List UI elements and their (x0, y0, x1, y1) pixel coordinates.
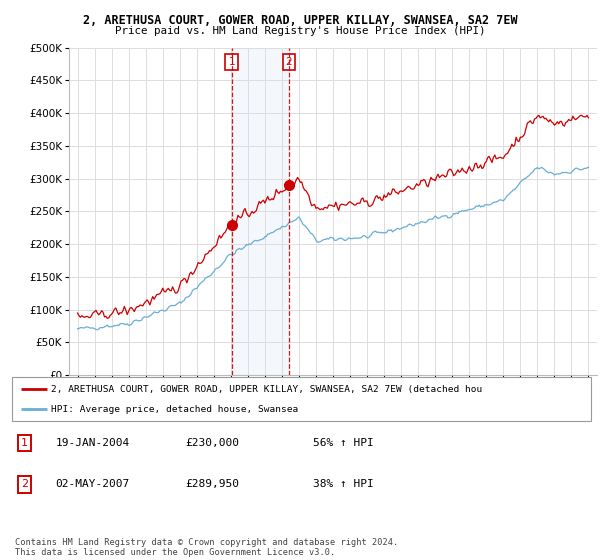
Text: Price paid vs. HM Land Registry's House Price Index (HPI): Price paid vs. HM Land Registry's House … (115, 26, 485, 36)
FancyBboxPatch shape (12, 377, 591, 421)
Text: 2, ARETHUSA COURT, GOWER ROAD, UPPER KILLAY, SWANSEA, SA2 7EW (detached hou: 2, ARETHUSA COURT, GOWER ROAD, UPPER KIL… (52, 385, 482, 394)
Bar (232, 48, 289, 375)
Text: 38% ↑ HPI: 38% ↑ HPI (313, 479, 374, 489)
Text: £289,950: £289,950 (186, 479, 240, 489)
Text: £230,000: £230,000 (186, 438, 240, 448)
Text: 56% ↑ HPI: 56% ↑ HPI (313, 438, 374, 448)
Text: 19-JAN-2004: 19-JAN-2004 (55, 438, 130, 448)
Text: 1: 1 (21, 438, 28, 448)
Text: 2: 2 (286, 57, 292, 67)
Text: 2, ARETHUSA COURT, GOWER ROAD, UPPER KILLAY, SWANSEA, SA2 7EW: 2, ARETHUSA COURT, GOWER ROAD, UPPER KIL… (83, 14, 517, 27)
Text: 02-MAY-2007: 02-MAY-2007 (55, 479, 130, 489)
Text: 2: 2 (21, 479, 28, 489)
Text: HPI: Average price, detached house, Swansea: HPI: Average price, detached house, Swan… (52, 405, 299, 414)
Text: Contains HM Land Registry data © Crown copyright and database right 2024.
This d: Contains HM Land Registry data © Crown c… (15, 538, 398, 557)
Text: 1: 1 (229, 57, 235, 67)
